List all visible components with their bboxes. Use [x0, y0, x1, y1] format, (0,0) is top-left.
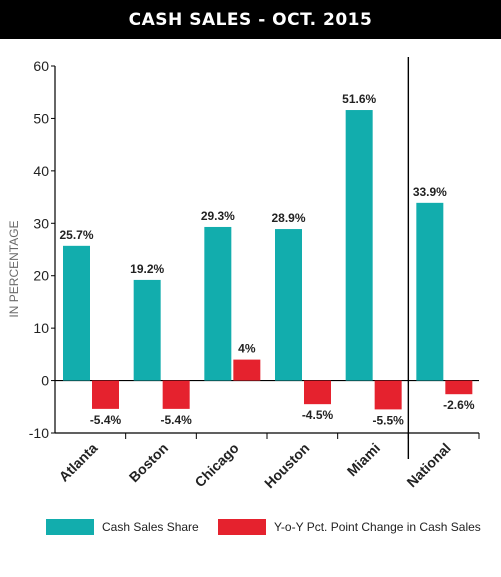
y-tick-label: -10 [29, 425, 49, 441]
bar-share [63, 245, 90, 381]
bar-value-label: 51.6% [342, 92, 376, 106]
bar-value-label: -2.6% [443, 398, 475, 412]
bar-share [345, 110, 373, 381]
y-tick-label: 50 [33, 110, 49, 126]
chart-title: CASH SALES - OCT. 2015 [128, 9, 373, 30]
x-category-label: Houston [261, 440, 312, 491]
y-tick-label: 0 [41, 373, 49, 389]
title-bar: CASH SALES - OCT. 2015 [0, 0, 501, 39]
legend-label-change: Y-o-Y Pct. Point Change in Cash Sales [274, 520, 481, 534]
legend-item-share: Cash Sales Share [46, 519, 199, 535]
y-tick-label: 40 [33, 163, 49, 179]
bar-share [204, 226, 232, 381]
x-category-label: Chicago [191, 440, 241, 490]
x-category-label: National [403, 440, 453, 490]
bar-value-label: -5.4% [90, 413, 122, 427]
bar-chart: -10 0 10 20 30 40 50 60 25.7% -5.4% Atlanta 19.2% -5… [29, 57, 480, 491]
y-axis-label: IN PERCENTAGE [7, 220, 21, 318]
bar-value-label: 25.7% [59, 228, 93, 242]
legend-swatch-change [218, 519, 266, 535]
bar-change [304, 380, 331, 405]
y-tick-label: 20 [33, 268, 49, 284]
x-category-label: Boston [126, 440, 171, 485]
y-tick-label: 10 [33, 320, 49, 336]
bar-change [162, 380, 190, 409]
bar-value-label: 29.3% [201, 209, 235, 223]
x-category-label: Atlanta [56, 440, 101, 485]
bar-share [275, 229, 302, 381]
y-tick-label: 30 [33, 215, 49, 231]
bar-change [374, 380, 402, 410]
legend: Cash Sales Share Y-o-Y Pct. Point Change… [0, 519, 501, 543]
x-category-label: Miami [344, 440, 383, 479]
bar-change [92, 380, 119, 409]
bar-share [416, 202, 444, 381]
bar-value-label: 28.9% [271, 211, 305, 225]
bar-value-label: -5.5% [372, 413, 404, 427]
bar-value-label: -5.4% [160, 413, 192, 427]
legend-label-share: Cash Sales Share [102, 520, 199, 534]
bar-change [445, 380, 473, 395]
bar-value-label: 4% [238, 342, 256, 356]
bar-share [133, 279, 161, 381]
bar-change [233, 359, 261, 381]
legend-swatch-share [46, 519, 94, 535]
bar-value-label: 19.2% [130, 262, 164, 276]
y-tick-label: 60 [33, 58, 49, 74]
legend-item-change: Y-o-Y Pct. Point Change in Cash Sales [218, 519, 481, 535]
bar-value-label: -4.5% [302, 408, 334, 422]
bar-value-label: 33.9% [413, 185, 447, 199]
